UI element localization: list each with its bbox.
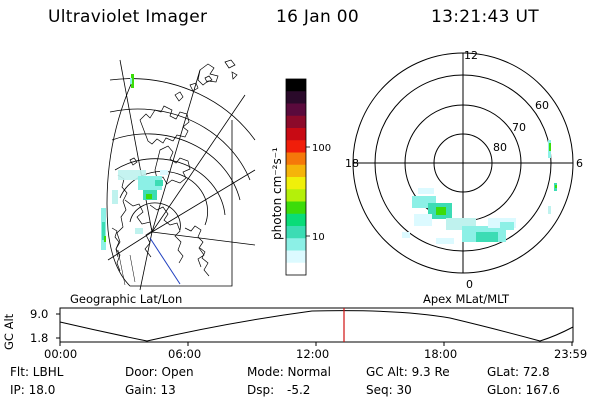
geo-aurora bbox=[101, 74, 168, 250]
colorbar-segment bbox=[286, 177, 306, 190]
dsp-value: -5.2 bbox=[287, 383, 311, 397]
colorbar-segment bbox=[286, 152, 306, 166]
mlat-80-label: 80 bbox=[493, 141, 507, 154]
colorbar-unit-label: photon cm⁻²s⁻¹ bbox=[270, 147, 284, 240]
geographic-map bbox=[101, 59, 256, 291]
xtick-2359: 23:59 bbox=[554, 347, 588, 361]
ip-info: IP: 18.0 bbox=[10, 383, 56, 397]
colorbar-segment bbox=[286, 164, 306, 178]
colorbar-segment bbox=[286, 103, 306, 117]
polar-aurora bbox=[402, 140, 557, 244]
colorbar-segment bbox=[286, 91, 306, 105]
orbit-timeline bbox=[56, 307, 574, 346]
xtick-0600: 06:00 bbox=[168, 347, 202, 361]
colorbar-segment bbox=[286, 140, 306, 154]
app-title: Ultraviolet Imager bbox=[48, 7, 208, 27]
xtick-0000: 00:00 bbox=[44, 347, 78, 361]
mode-info: Mode: Normal bbox=[247, 365, 331, 379]
colorbar-segment bbox=[286, 238, 306, 252]
glon-info: GLon: 167.6 bbox=[487, 383, 560, 397]
colorbar: 100 10 photon cm⁻²s⁻¹ bbox=[270, 78, 331, 276]
colorbar-segment bbox=[286, 213, 306, 227]
colorbar-segment bbox=[286, 189, 306, 203]
ytick-low: 1.8 bbox=[30, 331, 49, 345]
colorbar-segment bbox=[286, 201, 306, 215]
geographic-map-label: Geographic Lat/Lon bbox=[70, 292, 183, 306]
colorbar-segment bbox=[286, 262, 306, 276]
coastlines bbox=[111, 59, 238, 277]
colorbar-segment bbox=[286, 128, 306, 141]
xtick-1800: 18:00 bbox=[424, 347, 458, 361]
xtick-1200: 12:00 bbox=[296, 347, 330, 361]
mlt-6-label: 6 bbox=[576, 157, 583, 170]
gain-info: Gain: 13 bbox=[125, 383, 176, 397]
colorbar-tick-100: 100 bbox=[312, 143, 331, 154]
door-info: Door: Open bbox=[125, 365, 194, 379]
colorbar-segment bbox=[286, 79, 306, 92]
apex-map-label: Apex MLat/MLT bbox=[423, 292, 510, 306]
timeline-ylabel: GC Alt bbox=[2, 313, 16, 350]
time-label: 13:21:43 UT bbox=[431, 7, 539, 27]
polar-plot: 12 18 6 0 60 70 80 bbox=[345, 49, 583, 291]
track-line bbox=[149, 237, 181, 285]
filter-info: Flt: LBHL bbox=[10, 365, 64, 379]
boundary-lines bbox=[117, 249, 136, 286]
mlt-18-label: 18 bbox=[345, 157, 359, 170]
colorbar-segment bbox=[286, 250, 306, 264]
mlt-0-label: 0 bbox=[466, 278, 473, 291]
mlat-70-label: 70 bbox=[512, 121, 526, 134]
ytick-high: 9.0 bbox=[30, 307, 49, 321]
altitude-curve bbox=[59, 310, 574, 342]
colorbar-tick-10: 10 bbox=[312, 232, 325, 243]
date-label: 16 Jan 00 bbox=[276, 7, 359, 27]
mlat-60-label: 60 bbox=[535, 99, 549, 112]
gc-alt-info: GC Alt: 9.3 Re bbox=[366, 365, 450, 379]
glat-info: GLat: 72.8 bbox=[487, 365, 550, 379]
colorbar-segment bbox=[286, 115, 306, 129]
colorbar-segment bbox=[286, 226, 306, 239]
seq-info: Seq: 30 bbox=[366, 383, 412, 397]
mlt-12-label: 12 bbox=[464, 49, 478, 62]
dsp-label: Dsp: bbox=[247, 383, 275, 397]
